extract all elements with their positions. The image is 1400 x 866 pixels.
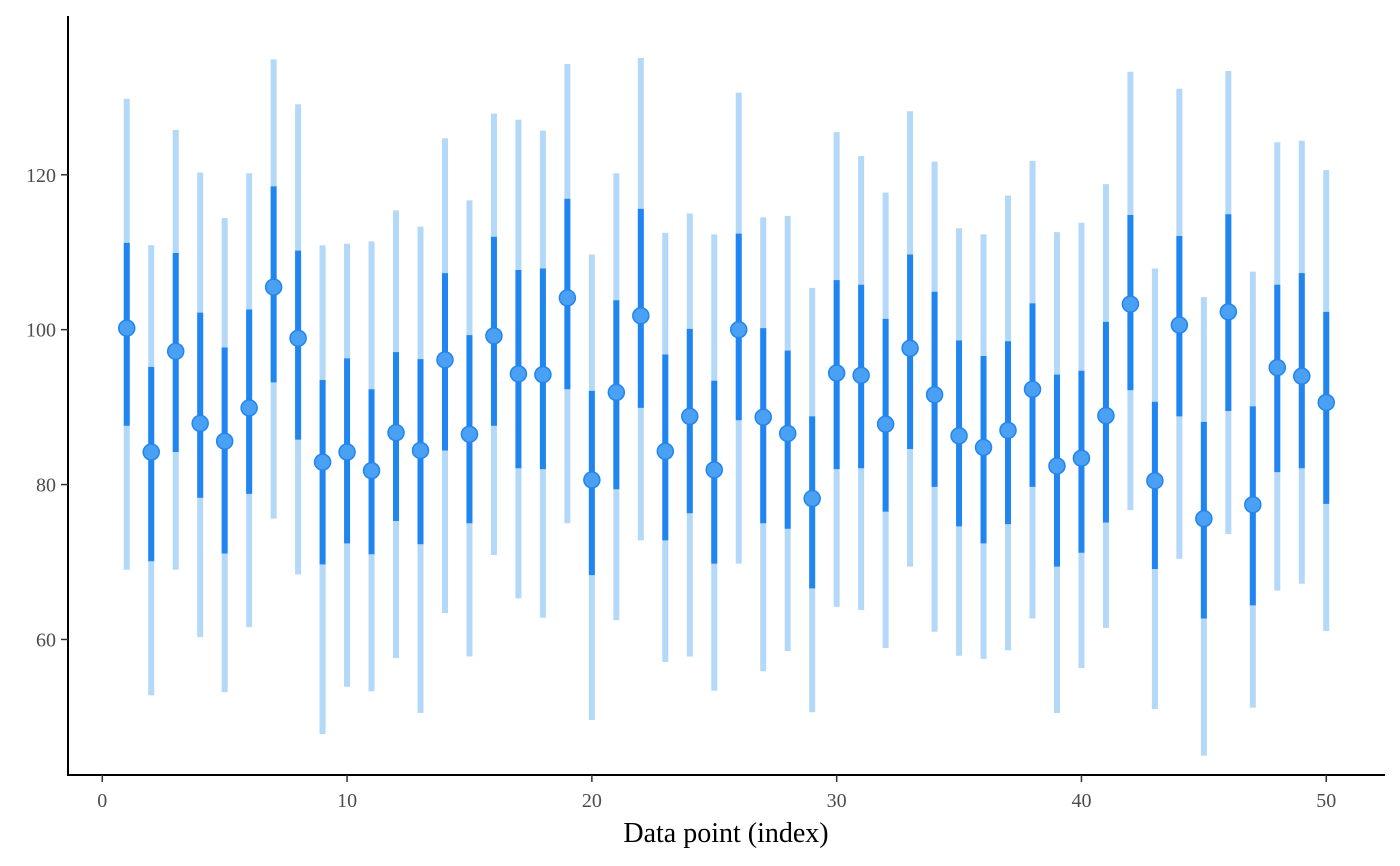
point-47 <box>1244 495 1262 514</box>
outer-intervals <box>123 57 1330 756</box>
x-axis-title: Data point (index) <box>623 818 828 849</box>
point-25 <box>705 461 724 479</box>
point-46 <box>1219 303 1238 321</box>
point-1 <box>118 319 136 337</box>
point-49 <box>1293 367 1311 385</box>
point-3 <box>166 342 185 361</box>
point-12 <box>387 423 405 442</box>
point-45 <box>1195 509 1213 528</box>
point-estimates <box>118 278 1335 528</box>
point-18 <box>534 365 552 384</box>
y-tick-label-120: 120 <box>26 165 56 187</box>
point-16 <box>485 327 503 345</box>
point-20 <box>583 471 601 489</box>
x-axis-ticks: 0 10 20 30 40 50 <box>97 775 1336 812</box>
point-9 <box>313 453 332 471</box>
point-13 <box>411 441 430 460</box>
point-21 <box>607 383 626 402</box>
point-14 <box>436 351 454 369</box>
point-15 <box>460 425 479 443</box>
point-29 <box>803 489 821 508</box>
y-tick-label-60: 60 <box>36 629 56 651</box>
point-36 <box>974 438 993 457</box>
y-tick-label-100: 100 <box>26 320 56 342</box>
point-44 <box>1170 316 1189 334</box>
x-tick-label-40: 40 <box>1071 790 1091 812</box>
point-30 <box>827 364 846 382</box>
point-42 <box>1121 295 1140 313</box>
y-axis-ticks: 60 80 100 120 <box>26 165 68 651</box>
point-40 <box>1072 449 1091 467</box>
point-32 <box>876 415 895 433</box>
point-8 <box>289 329 307 347</box>
point-37 <box>999 421 1017 440</box>
point-28 <box>778 424 797 443</box>
point-27 <box>754 408 772 426</box>
x-tick-label-10: 10 <box>337 790 357 812</box>
point-2 <box>142 443 160 461</box>
point-26 <box>729 320 748 339</box>
point-50 <box>1317 393 1335 412</box>
point-43 <box>1146 471 1164 490</box>
point-24 <box>681 407 699 426</box>
x-tick-label-50: 50 <box>1316 790 1336 812</box>
inner-intervals <box>123 186 1330 619</box>
x-tick-label-20: 20 <box>582 790 602 812</box>
point-10 <box>338 443 356 461</box>
x-tick-label-30: 30 <box>827 790 847 812</box>
point-19 <box>558 289 577 307</box>
point-35 <box>950 427 968 445</box>
point-6 <box>240 399 258 417</box>
point-38 <box>1023 380 1042 399</box>
point-4 <box>191 414 209 433</box>
point-17 <box>509 365 528 383</box>
point-48 <box>1268 358 1287 377</box>
point-5 <box>215 432 234 450</box>
point-34 <box>925 385 944 404</box>
point-31 <box>852 366 870 385</box>
point-22 <box>632 306 650 325</box>
y-tick-label-80: 80 <box>36 475 56 497</box>
point-41 <box>1097 406 1115 425</box>
point-39 <box>1048 457 1066 475</box>
x-tick-label-0: 0 <box>97 790 107 812</box>
point-33 <box>901 339 919 358</box>
point-23 <box>656 442 675 461</box>
point-11 <box>362 461 381 480</box>
point-7 <box>264 278 283 296</box>
